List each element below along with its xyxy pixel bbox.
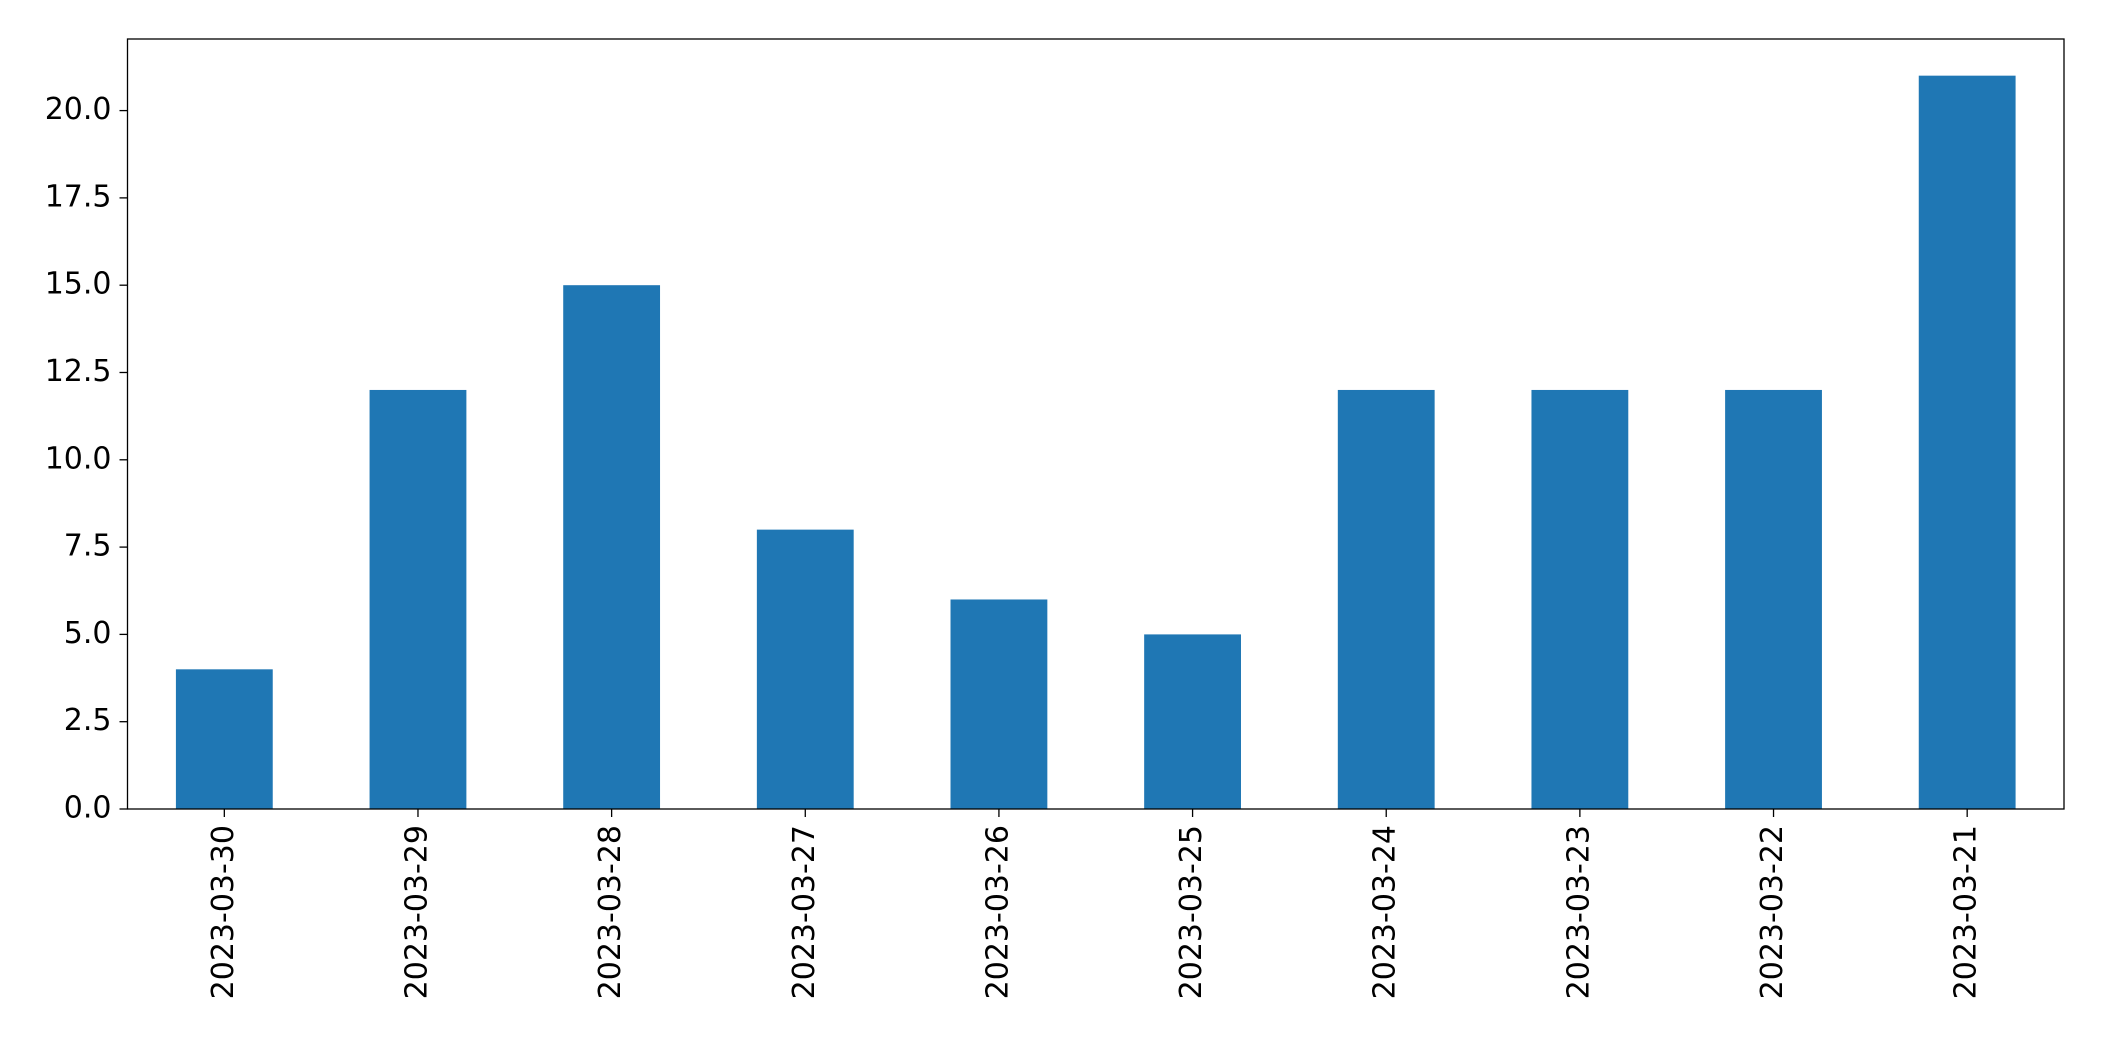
x-tick-label: 2023-03-30: [206, 825, 241, 999]
x-tick-label: 2023-03-22: [1755, 825, 1790, 999]
y-tick-label: 2.5: [64, 703, 112, 738]
y-tick-label: 10.0: [45, 441, 112, 476]
bar: [1144, 634, 1241, 809]
bar: [1531, 389, 1629, 809]
y-tick-label: 20.0: [45, 92, 112, 127]
bar: [1918, 75, 2016, 809]
x-tick-label: 2023-03-21: [1949, 825, 1984, 999]
y-tick-label: 15.0: [45, 267, 112, 302]
x-tick-label: 2023-03-23: [1561, 825, 1596, 999]
bar: [1337, 389, 1435, 809]
x-tick-label: 2023-03-29: [399, 825, 434, 999]
x-tick-label: 2023-03-26: [980, 825, 1015, 999]
x-tick-label: 2023-03-28: [593, 825, 628, 999]
y-tick-label: 17.5: [45, 179, 112, 214]
y-tick-label: 12.5: [45, 354, 112, 389]
bar: [1725, 389, 1822, 809]
y-tick-label: 0.0: [64, 791, 112, 826]
y-tick-label: 5.0: [64, 616, 112, 651]
x-tick-label: 2023-03-25: [1174, 825, 1209, 999]
bar: [756, 529, 854, 809]
y-tick-label: 7.5: [64, 529, 112, 564]
x-tick-label: 2023-03-24: [1368, 825, 1403, 999]
x-tick-label: 2023-03-27: [787, 825, 822, 999]
bar: [175, 669, 273, 809]
bar: [950, 599, 1048, 809]
bar: [563, 285, 661, 809]
bar: [369, 389, 467, 809]
plot-frame: [126, 38, 2065, 810]
